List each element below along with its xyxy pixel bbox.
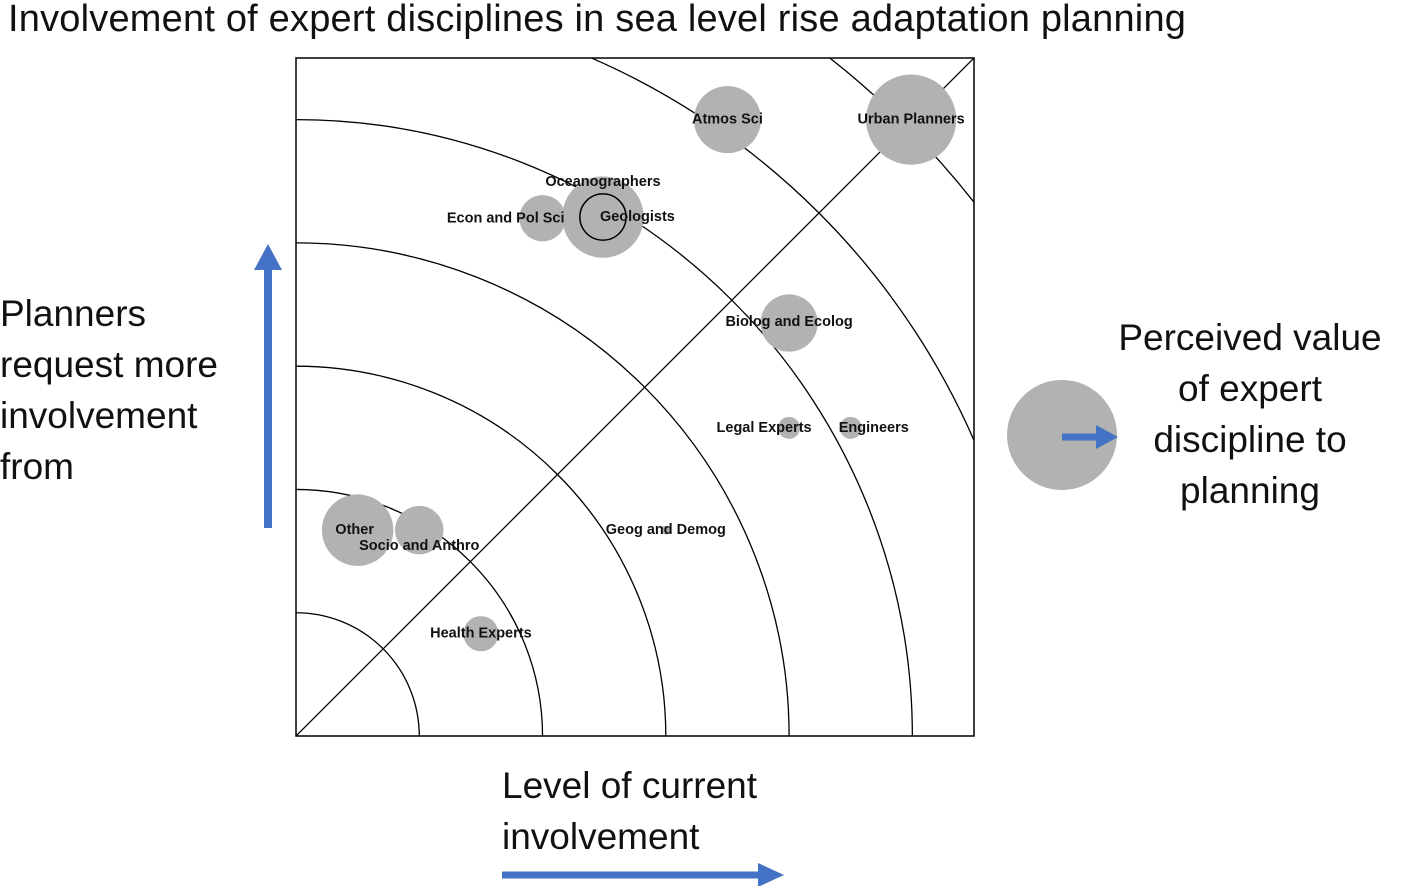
label-biolog-and-ecolog: Biolog and Ecolog [725,314,852,330]
label-other: Other [335,522,374,538]
bubble-health-experts [463,616,499,652]
label-geologists: Geologists [600,209,675,225]
bubble-geologists [579,193,627,241]
label-econ-and-pol-sci: Econ and Pol Sci [447,210,565,226]
bubble-econ-and-pol-sci [519,195,566,242]
label-health-experts: Health Experts [430,626,532,642]
bubble-geog-and-demog [661,525,671,535]
bubble-legal-experts [778,416,801,439]
bubble-biolog-and-ecolog [760,294,818,352]
bubble-urban-planners [866,74,957,165]
x-axis-arrow-head [758,863,784,886]
label-urban-planners: Urban Planners [858,112,965,128]
label-socio-and-anthro: Socio and Anthro [359,538,479,554]
bubble-atmos-sci [693,86,762,154]
size-legend-label: Perceived value of expert discipline to … [1118,317,1382,511]
bubble-engineers [839,416,862,439]
size-legend-arrow-head [1096,425,1118,449]
label-geog-and-demog: Geog and Demog [606,522,726,538]
label-oceanographers: Oceanographers [545,174,660,190]
label-legal-experts: Legal Experts [717,420,812,436]
label-engineers: Engineers [839,420,909,436]
plot-frame [295,57,975,737]
label-atmos-sci: Atmos Sci [692,112,763,128]
y-axis-label: Planners request more involvement from [0,293,218,487]
x-axis-label: Level of current involvement [502,765,758,857]
bubble-other [321,494,394,566]
bubble-oceanographers [562,176,644,258]
diagonal-line [296,58,974,736]
y-axis-arrow-head [254,244,282,270]
chart-title: Involvement of expert disciplines in sea… [8,0,1187,40]
bubble-socio-and-anthro [395,505,444,555]
